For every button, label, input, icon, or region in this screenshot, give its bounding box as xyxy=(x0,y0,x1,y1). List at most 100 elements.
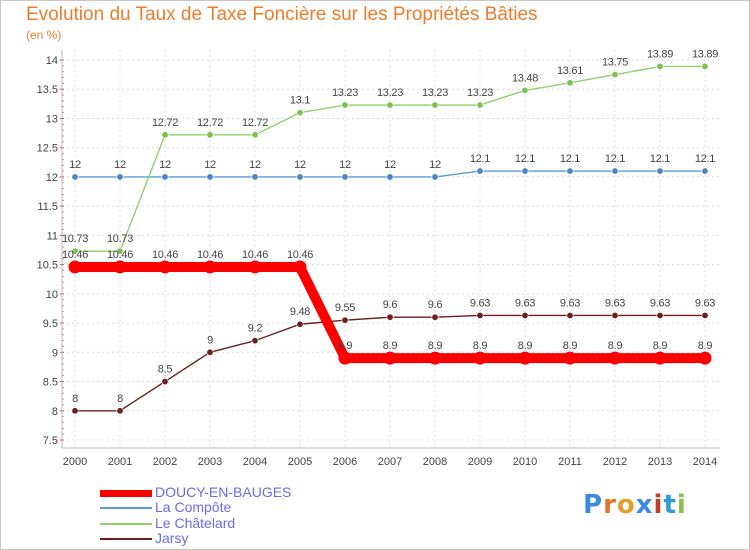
data-label: 8.9 xyxy=(338,340,353,352)
data-label: 13.23 xyxy=(422,87,448,99)
legend-item-la-compote: La Compôte xyxy=(100,499,231,515)
proxiti-logo: Proxiti xyxy=(583,490,687,520)
x-tick-label: 2007 xyxy=(378,456,402,468)
data-point xyxy=(296,173,304,181)
y-tick-label: 13.5 xyxy=(37,84,58,96)
data-point xyxy=(248,260,262,274)
data-point xyxy=(431,101,439,109)
data-point xyxy=(656,62,664,70)
data-label: 13.23 xyxy=(377,87,403,99)
data-label: 12 xyxy=(249,159,261,171)
data-point xyxy=(206,348,214,356)
data-label: 12.1 xyxy=(560,153,580,165)
data-label: 9.6 xyxy=(383,299,398,311)
logo-letter: P xyxy=(583,490,604,520)
data-label: 12 xyxy=(69,159,81,171)
y-tick-label: 11.5 xyxy=(37,201,58,213)
logo-letter: i xyxy=(653,490,664,520)
data-label: 8.9 xyxy=(518,340,533,352)
y-tick-label: 12 xyxy=(46,172,58,184)
legend-swatch-jarsy xyxy=(100,538,152,541)
data-label: 9.2 xyxy=(248,323,263,335)
data-label: 8.9 xyxy=(383,340,398,352)
x-tick-label: 2003 xyxy=(198,456,222,468)
data-point xyxy=(521,86,529,94)
data-label: 9 xyxy=(207,334,213,346)
data-label: 12.72 xyxy=(197,117,223,129)
data-label: 12.72 xyxy=(152,117,178,129)
data-point xyxy=(656,167,664,175)
data-point xyxy=(251,337,259,345)
data-point xyxy=(68,260,82,274)
data-point xyxy=(701,62,709,70)
data-point xyxy=(386,313,394,321)
y-tick-label: 12.5 xyxy=(37,143,58,155)
data-point xyxy=(71,173,79,181)
data-point xyxy=(521,311,529,319)
data-point xyxy=(341,173,349,181)
legend-label-la-compote: La Compôte xyxy=(155,499,232,515)
logo-letter: x xyxy=(635,490,654,520)
logo-letter: o xyxy=(616,490,636,520)
data-label: 12.1 xyxy=(695,153,715,165)
data-point xyxy=(428,351,442,365)
data-point xyxy=(563,351,577,365)
data-label: 12.72 xyxy=(242,117,268,129)
data-label: 8.9 xyxy=(698,340,713,352)
data-point xyxy=(698,351,712,365)
data-point xyxy=(476,311,484,319)
data-label: 9.63 xyxy=(470,297,490,309)
data-label: 12 xyxy=(114,159,126,171)
legend-swatch-doucy xyxy=(100,489,152,497)
data-point xyxy=(611,311,619,319)
data-label: 9.55 xyxy=(335,302,355,314)
data-label: 13.48 xyxy=(512,72,538,84)
data-point xyxy=(566,311,574,319)
data-point xyxy=(116,407,124,415)
y-tick-label: 9.5 xyxy=(43,318,58,330)
data-point xyxy=(251,131,259,139)
data-point xyxy=(431,313,439,321)
x-tick-label: 2011 xyxy=(558,456,582,468)
x-tick-label: 2004 xyxy=(243,456,267,468)
data-label: 13.23 xyxy=(332,87,358,99)
data-label: 8.9 xyxy=(473,340,488,352)
data-label: 12.1 xyxy=(515,153,535,165)
data-point xyxy=(161,173,169,181)
data-label: 12.1 xyxy=(470,153,490,165)
data-label: 13.89 xyxy=(647,48,673,60)
data-label: 8.5 xyxy=(158,364,173,376)
x-tick-label: 2009 xyxy=(468,456,492,468)
logo-letter: i xyxy=(676,490,687,520)
data-label: 9.63 xyxy=(650,297,670,309)
legend-item-le-chatelard: Le Châtelard xyxy=(100,515,235,531)
data-label: 12 xyxy=(429,159,441,171)
axes-layer: 7.5 8 8.5 9 9.5 10 10.5 11 11.5 12 12.5 13 13.5 14 200… xyxy=(37,50,720,468)
y-tick-label: 14 xyxy=(46,55,58,67)
data-label: 12 xyxy=(339,159,351,171)
data-point xyxy=(383,351,397,365)
data-point xyxy=(161,131,169,139)
data-point xyxy=(608,351,622,365)
data-point xyxy=(521,167,529,175)
series-layer xyxy=(68,62,712,415)
legend-label-le-chatelard: Le Châtelard xyxy=(155,515,236,531)
data-point xyxy=(611,71,619,79)
data-label: 13.1 xyxy=(290,95,310,107)
data-label: 8 xyxy=(72,393,78,405)
data-label: 13.61 xyxy=(557,65,583,77)
legend-item-doucy: DOUCY-EN-BAUGES xyxy=(100,484,291,500)
data-label: 9.63 xyxy=(605,297,625,309)
data-point xyxy=(71,247,79,255)
data-point xyxy=(341,101,349,109)
data-point xyxy=(296,320,304,328)
data-labels-layer: 12 12 12 12 12 12 12 12 12 12.1 12.1 12.1 12.1 12.1 12… xyxy=(62,48,719,405)
x-tick-label: 2013 xyxy=(648,456,672,468)
x-tick-label: 2001 xyxy=(108,456,132,468)
data-point xyxy=(71,407,79,415)
data-point xyxy=(251,173,259,181)
y-tick-label: 10 xyxy=(46,289,58,301)
data-point xyxy=(611,167,619,175)
data-label: 10.73 xyxy=(107,233,133,245)
